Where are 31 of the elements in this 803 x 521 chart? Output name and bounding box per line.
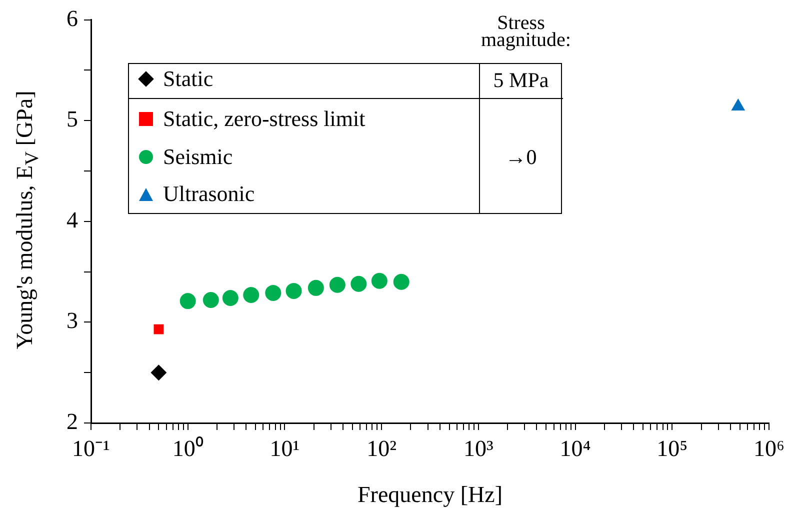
y-tick-label: 6 [66,6,78,31]
point [180,293,196,310]
y-tick-label: 4 [66,207,78,232]
x-tick-label: 10⁴ [560,436,591,461]
x-tick-label: 10⁵ [656,436,688,461]
x-tick-label: 10⁻¹ [72,436,110,461]
point [243,286,260,303]
x-axis-title: Frequency [Hz] [358,482,502,508]
y-tick-label: 3 [66,308,78,334]
point [222,290,238,306]
legend-label: Static, zero-stress limit [163,106,366,132]
y-tick-label: 2 [66,409,78,434]
x-tick-label: 10² [366,436,397,461]
annotation: Stress magnitude: [481,12,571,51]
point [286,282,302,299]
point [308,280,324,296]
x-tick-label: 10⁶ [753,436,785,461]
annotation: →0 [505,145,537,170]
annotation: 5 MPa [493,68,549,93]
point [329,276,346,293]
point [350,276,367,292]
y-tick-label: 5 [66,106,78,132]
x-tick-label: 10³ [463,436,494,461]
legend-label: Static [163,66,214,92]
legend-label: Ultrasonic [163,181,255,207]
x-tick-label: 10¹ [270,436,300,461]
x-tick-label: 10⁰ [172,436,204,461]
legend-label: Seismic [163,144,233,170]
point [265,284,282,301]
point [393,274,410,290]
point [371,272,388,289]
